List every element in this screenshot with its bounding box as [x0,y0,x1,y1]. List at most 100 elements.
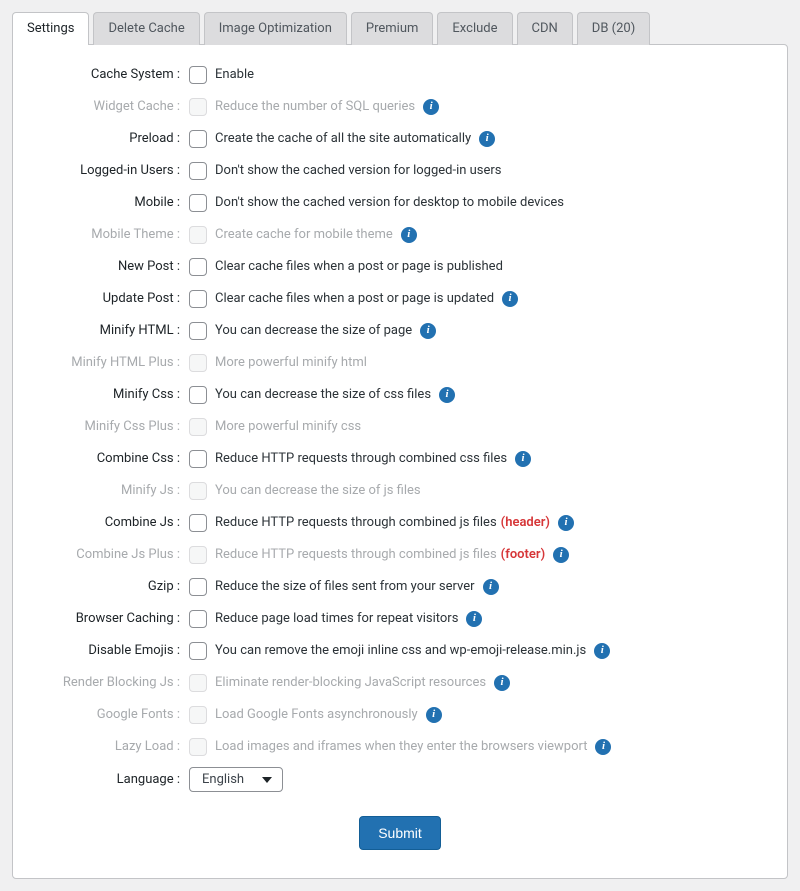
setting-desc-disable-emojis: You can remove the emoji inline css and … [215,643,586,658]
checkbox-google-fonts [189,706,207,724]
tab-cdn[interactable]: CDN [517,12,573,45]
info-icon[interactable]: i [423,99,439,115]
checkbox-combine-js-plus [189,546,207,564]
setting-desc-preload: Create the cache of all the site automat… [215,131,471,146]
info-icon[interactable]: i [483,579,499,595]
checkbox-preload[interactable] [189,130,207,148]
tab-exclude[interactable]: Exclude [437,12,512,45]
checkbox-minify-css-plus [189,418,207,436]
checkbox-disable-emojis[interactable] [189,642,207,660]
setting-label-new-post: New Post : [35,259,183,274]
setting-desc-mobile-theme: Create cache for mobile theme [215,227,393,242]
setting-row-combine-css: Combine Css : Reduce HTTP requests throug… [35,447,765,471]
info-icon[interactable]: i [494,675,510,691]
checkbox-logged-in-users[interactable] [189,162,207,180]
checkbox-minify-js [189,482,207,500]
info-icon[interactable]: i [401,227,417,243]
setting-label-browser-caching: Browser Caching : [35,611,183,626]
info-icon[interactable]: i [439,387,455,403]
setting-desc-new-post: Clear cache files when a post or page is… [215,259,503,274]
info-icon[interactable]: i [420,323,436,339]
checkbox-combine-css[interactable] [189,450,207,468]
setting-desc-combine-js: Reduce HTTP requests through combined js… [215,515,497,530]
setting-row-combine-js: Combine Js : Reduce HTTP requests through… [35,511,765,535]
tab-premium[interactable]: Premium [351,12,434,45]
setting-row-gzip: Gzip : Reduce the size of files sent from… [35,575,765,599]
info-icon[interactable]: i [595,739,611,755]
checkbox-new-post[interactable] [189,258,207,276]
tab-db-20[interactable]: DB (20) [577,12,650,45]
setting-row-minify-js: Minify Js : You can decrease the size of … [35,479,765,503]
setting-desc-minify-js: You can decrease the size of js files [215,483,421,498]
tab-image-optimization[interactable]: Image Optimization [204,12,347,45]
setting-suffix-combine-js: (header) [501,515,550,530]
checkbox-cache-system[interactable] [189,66,207,84]
setting-label-cache-system: Cache System : [35,67,183,82]
setting-label-minify-css: Minify Css : [35,387,183,402]
tab-settings[interactable]: Settings [12,12,89,45]
setting-label-logged-in-users: Logged-in Users : [35,163,183,178]
setting-desc-minify-css-plus: More powerful minify css [215,419,361,434]
info-icon[interactable]: i [553,547,569,563]
setting-label-minify-html-plus: Minify HTML Plus : [35,355,183,370]
info-icon[interactable]: i [466,611,482,627]
setting-row-mobile-theme: Mobile Theme :Create cache for mobile th… [35,223,765,247]
info-icon[interactable]: i [502,291,518,307]
setting-row-cache-system: Cache System : Enable [35,63,765,87]
checkbox-minify-html[interactable] [189,322,207,340]
language-value: English [202,772,244,787]
setting-desc-widget-cache: Reduce the number of SQL queries [215,99,415,114]
checkbox-browser-caching[interactable] [189,610,207,628]
submit-row: Submit [35,816,765,850]
checkbox-widget-cache [189,98,207,116]
setting-row-mobile: Mobile :Don't show the cached version fo… [35,191,765,215]
setting-desc-lazy-load: Load images and iframes when they enter … [215,739,587,754]
setting-row-update-post: Update Post : Clear cache files when a po… [35,287,765,311]
info-icon[interactable]: i [426,707,442,723]
checkbox-gzip[interactable] [189,578,207,596]
info-icon[interactable]: i [479,131,495,147]
setting-desc-combine-js-plus: Reduce HTTP requests through combined js… [215,547,497,562]
submit-button[interactable]: Submit [359,816,441,850]
setting-desc-combine-css: Reduce HTTP requests through combined cs… [215,451,507,466]
setting-label-minify-js: Minify Js : [35,483,183,498]
setting-row-logged-in-users: Logged-in Users : Don't show the cached v… [35,159,765,183]
setting-label-render-blocking-js: Render Blocking Js : [35,675,183,690]
checkbox-mobile-theme [189,226,207,244]
tab-delete-cache[interactable]: Delete Cache [93,12,199,45]
setting-row-combine-js-plus: Combine Js Plus : Reduce HTTP requests th… [35,543,765,567]
setting-row-widget-cache: Widget Cache :Reduce the number of SQL q… [35,95,765,119]
setting-label-combine-js: Combine Js : [35,515,183,530]
setting-suffix-combine-js-plus: (footer) [501,547,545,562]
checkbox-mobile[interactable] [189,194,207,212]
setting-row-lazy-load: Lazy Load :Load images and iframes when … [35,735,765,759]
setting-row-minify-css: Minify Css :You can decrease the size of… [35,383,765,407]
setting-label-mobile: Mobile : [35,195,183,210]
setting-desc-minify-html: You can decrease the size of page [215,323,412,338]
checkbox-minify-css[interactable] [189,386,207,404]
settings-panel: Cache System : Enable Widget Cache :Reduce… [12,44,788,879]
checkbox-update-post[interactable] [189,290,207,308]
setting-label-preload: Preload : [35,131,183,146]
info-icon[interactable]: i [558,515,574,531]
chevron-down-icon [262,777,272,783]
setting-label-combine-css: Combine Css : [35,451,183,466]
setting-row-google-fonts: Google Fonts :Load Google Fonts asynchro… [35,703,765,727]
setting-desc-update-post: Clear cache files when a post or page is… [215,291,494,306]
setting-label-update-post: Update Post : [35,291,183,306]
language-select[interactable]: English [189,767,283,792]
setting-label-disable-emojis: Disable Emojis : [35,643,183,658]
setting-desc-gzip: Reduce the size of files sent from your … [215,579,475,594]
language-row: Language : English [35,767,765,792]
setting-desc-cache-system: Enable [215,67,254,82]
setting-row-disable-emojis: Disable Emojis : You can remove the emoji… [35,639,765,663]
checkbox-render-blocking-js [189,674,207,692]
setting-desc-logged-in-users: Don't show the cached version for logged… [215,163,502,178]
info-icon[interactable]: i [515,451,531,467]
setting-row-minify-html-plus: Minify HTML Plus :More powerful minify h… [35,351,765,375]
setting-label-gzip: Gzip : [35,579,183,594]
setting-label-combine-js-plus: Combine Js Plus : [35,547,183,562]
setting-label-minify-html: Minify HTML : [35,323,183,338]
checkbox-combine-js[interactable] [189,514,207,532]
info-icon[interactable]: i [594,643,610,659]
